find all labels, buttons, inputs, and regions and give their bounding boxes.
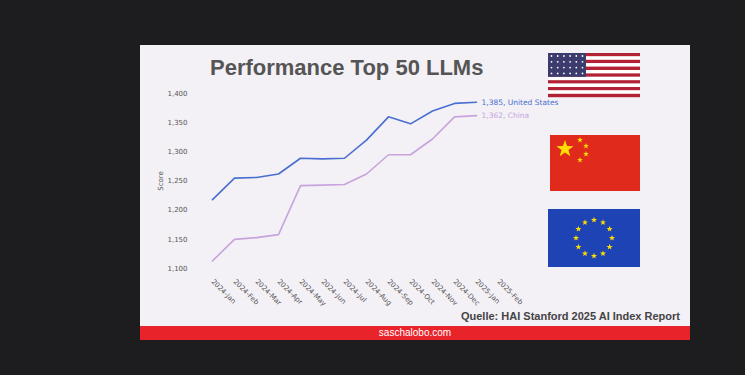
svg-text:2024-May: 2024-May: [297, 277, 328, 308]
svg-text:1,350: 1,350: [167, 119, 187, 127]
svg-text:2024-Sep: 2024-Sep: [385, 277, 415, 307]
html-text:Performance Top 50 LLMs: Performance Top 50 LLMs: [210, 55, 484, 80]
svg-text:1,362, China: 1,362, China: [482, 111, 530, 120]
svg-text:2024-Jan: 2024-Jan: [209, 277, 238, 306]
svg-text:1,400: 1,400: [167, 90, 187, 98]
svg-text:2025-Jan: 2025-Jan: [473, 277, 502, 306]
svg-text:2024-Apr: 2024-Apr: [275, 277, 304, 307]
svg-text:2024-Dec: 2024-Dec: [451, 277, 482, 308]
svg-text:2024-Mar: 2024-Mar: [253, 277, 283, 308]
svg-text:2024-Aug: 2024-Aug: [363, 277, 394, 308]
svg-text:1,300: 1,300: [167, 148, 187, 156]
svg-text:2024-Oct: 2024-Oct: [407, 277, 437, 307]
svg-text:1,150: 1,150: [167, 236, 187, 244]
html-text:saschalobo.com: saschalobo.com: [378, 327, 452, 338]
html-text:Quelle: HAI Stanford 2025 AI I: Quelle: HAI Stanford 2025 AI Index Repor…: [461, 310, 680, 322]
svg-text:2024-Jul: 2024-Jul: [341, 277, 368, 304]
svg-text:Score: Score: [157, 171, 165, 191]
svg-text:2025-Feb: 2025-Feb: [496, 278, 525, 307]
svg-text:1,200: 1,200: [167, 206, 187, 214]
svg-text:2024-Feb: 2024-Feb: [231, 277, 261, 307]
svg-text:1,385, United States: 1,385, United States: [482, 98, 559, 107]
svg-text:1,100: 1,100: [167, 265, 187, 273]
svg-text:2024-Nov: 2024-Nov: [429, 277, 460, 308]
svg-text:1,250: 1,250: [167, 177, 187, 185]
svg-text:2024-Jun: 2024-Jun: [319, 277, 348, 306]
